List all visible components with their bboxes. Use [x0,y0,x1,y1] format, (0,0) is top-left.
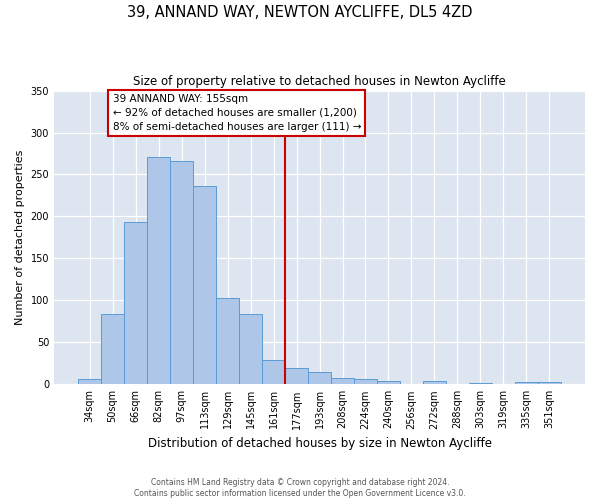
Bar [78,380,101,384]
Text: 39 ANNAND WAY: 155sqm
← 92% of detached houses are smaller (1,200)
8% of semi-de: 39 ANNAND WAY: 155sqm ← 92% of detached … [113,94,361,132]
Bar [193,186,216,384]
Bar [124,222,147,384]
Bar [101,314,124,384]
Bar [285,368,308,384]
Bar [170,161,193,384]
Title: Size of property relative to detached houses in Newton Aycliffe: Size of property relative to detached ho… [133,75,506,88]
Bar [423,381,446,384]
Bar [354,380,377,384]
Bar [308,372,331,384]
X-axis label: Distribution of detached houses by size in Newton Aycliffe: Distribution of detached houses by size … [148,437,491,450]
Bar [538,382,561,384]
Text: 39, ANNAND WAY, NEWTON AYCLIFFE, DL5 4ZD: 39, ANNAND WAY, NEWTON AYCLIFFE, DL5 4ZD [127,5,473,20]
Bar [515,382,538,384]
Bar [262,360,285,384]
Bar [147,157,170,384]
Bar [377,381,400,384]
Bar [216,298,239,384]
Bar [469,382,492,384]
Bar [331,378,354,384]
Y-axis label: Number of detached properties: Number of detached properties [15,150,25,325]
Text: Contains HM Land Registry data © Crown copyright and database right 2024.
Contai: Contains HM Land Registry data © Crown c… [134,478,466,498]
Bar [239,314,262,384]
